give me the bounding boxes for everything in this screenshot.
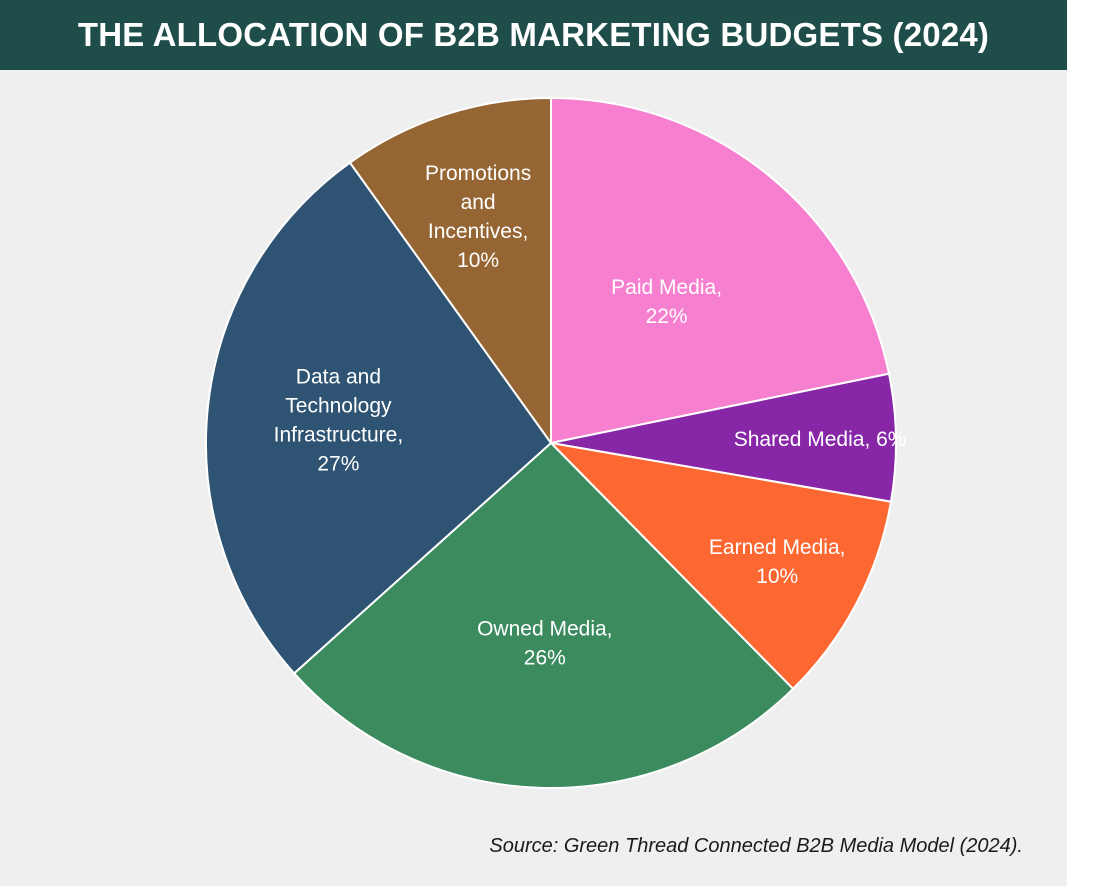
source-note: Source: Green Thread Connected B2B Media… [489, 835, 1023, 857]
title-bar: THE ALLOCATION OF B2B MARKETING BUDGETS … [0, 0, 1067, 70]
slice-promotions-and-incentives [348, 97, 552, 444]
slice-data-and-technology-infrastructure [205, 161, 552, 675]
slice-label-line: 27% [317, 452, 359, 475]
slice-label-line: Infrastructure, [274, 423, 404, 446]
slice-owned-media [293, 442, 795, 789]
slice-label-line: 10% [756, 565, 798, 588]
slice-label-line: Owned Media, [477, 618, 612, 641]
slice-paid-media [550, 97, 890, 444]
slice-label-shared-media: Shared Media, 6% [734, 428, 907, 451]
chart-panel: Paid Media, 22% Shared Media, 6% Earned Med… [0, 70, 1067, 886]
pie-slices [205, 97, 897, 789]
pie-labels: Paid Media, 22% Shared Media, 6% Earned Med… [274, 162, 907, 670]
chart-title: THE ALLOCATION OF B2B MARKETING BUDGETS … [77, 16, 990, 53]
slice-label-data-and-technology-infrastructure: Data and Technology Infrastructure, 27% [274, 365, 404, 475]
slice-label-line: Data and [296, 365, 381, 388]
slice-label-line: 10% [457, 249, 499, 272]
slice-shared-media [550, 372, 897, 503]
slice-earned-media [550, 442, 892, 690]
slice-label-promotions-and-incentives: Promotions and Incentives, 10% [425, 162, 531, 272]
slice-label-line: 26% [524, 647, 566, 670]
slice-label-line: Promotions [425, 162, 531, 185]
slice-label-paid-media: Paid Media, 22% [611, 276, 722, 328]
slice-label-earned-media: Earned Media, 10% [709, 536, 846, 588]
slice-label-line: 22% [646, 305, 688, 328]
slice-label-line: Shared Media, 6% [734, 428, 907, 451]
slice-label-line: Technology [285, 394, 392, 417]
slice-label-line: Incentives, [428, 220, 528, 243]
slice-label-owned-media: Owned Media, 26% [477, 618, 612, 670]
pie-chart: Paid Media, 22% Shared Media, 6% Earned Med… [205, 97, 907, 789]
slice-label-line: Paid Media, [611, 276, 722, 299]
slice-label-line: Earned Media, [709, 536, 846, 559]
slice-label-line: and [461, 191, 496, 214]
